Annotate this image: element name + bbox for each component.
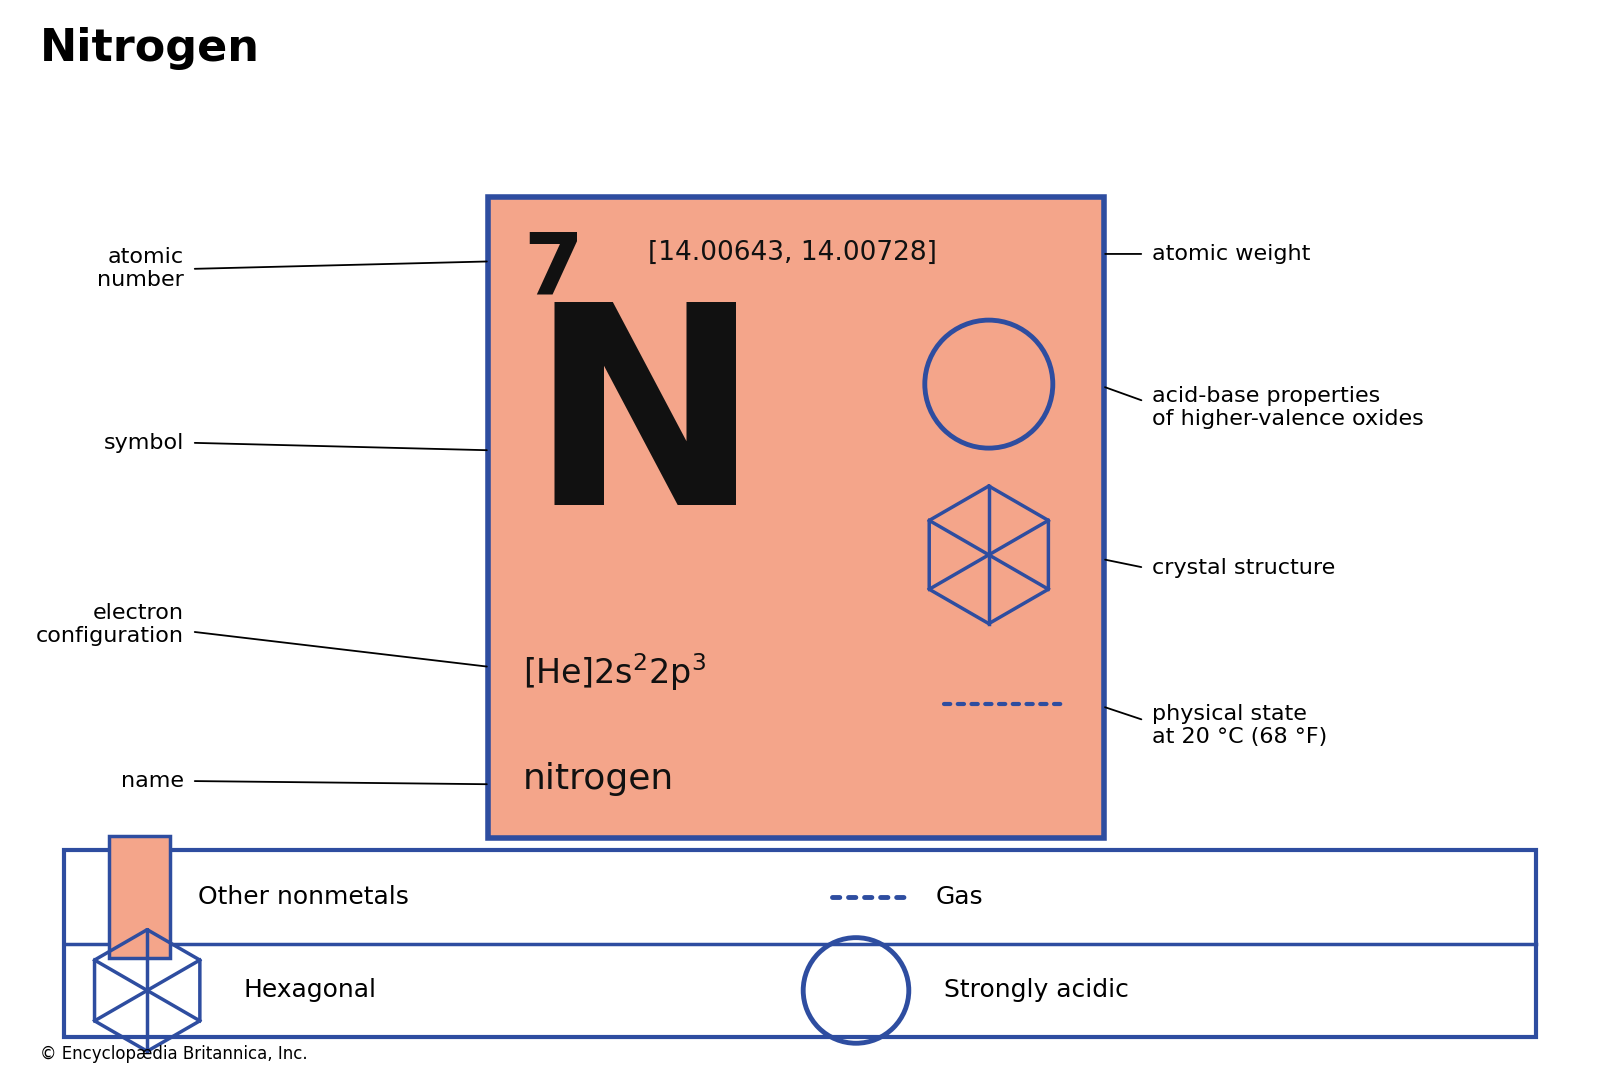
Text: nitrogen: nitrogen: [523, 762, 675, 796]
Text: electron
configuration: electron configuration: [35, 603, 184, 646]
Text: Nitrogen: Nitrogen: [40, 27, 259, 69]
Text: © Encyclopædia Britannica, Inc.: © Encyclopædia Britannica, Inc.: [40, 1046, 307, 1063]
Text: atomic weight: atomic weight: [1152, 244, 1310, 264]
Text: Hexagonal: Hexagonal: [243, 978, 376, 1002]
Bar: [109, 837, 170, 958]
Text: N: N: [528, 293, 760, 563]
FancyBboxPatch shape: [488, 197, 1104, 838]
Text: crystal structure: crystal structure: [1152, 558, 1336, 577]
Text: symbol: symbol: [104, 433, 184, 452]
Text: [14.00643, 14.00728]: [14.00643, 14.00728]: [648, 240, 938, 266]
FancyBboxPatch shape: [64, 850, 1536, 1037]
Text: Other nonmetals: Other nonmetals: [198, 886, 410, 909]
Text: Strongly acidic: Strongly acidic: [944, 978, 1130, 1002]
Text: acid-base properties
of higher-valence oxides: acid-base properties of higher-valence o…: [1152, 386, 1424, 429]
Text: $\mathregular{[He]2s^{2}2p^{3}}$: $\mathregular{[He]2s^{2}2p^{3}}$: [523, 651, 706, 694]
Text: physical state
at 20 °C (68 °F): physical state at 20 °C (68 °F): [1152, 704, 1328, 747]
Text: atomic
number: atomic number: [98, 248, 184, 290]
Text: 7: 7: [523, 229, 582, 313]
Text: name: name: [122, 771, 184, 791]
Text: Gas: Gas: [936, 886, 984, 909]
